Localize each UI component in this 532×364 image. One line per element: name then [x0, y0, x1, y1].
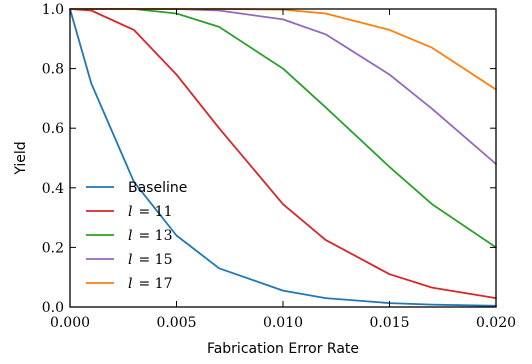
x-tick-label: 0.015: [369, 315, 409, 331]
plot-frame: [69, 8, 497, 308]
legend-variable: l: [128, 276, 132, 292]
series-line-0: [69, 8, 497, 307]
legend-label-0: Baseline: [128, 180, 187, 196]
x-tick-label: 0.000: [50, 315, 90, 331]
series-line-1: [69, 8, 497, 300]
y-axis-label: Yield: [13, 141, 29, 175]
series-line-3: [69, 8, 497, 165]
y-tick-label: 0.6: [42, 121, 64, 137]
legend-variable: l: [128, 252, 132, 268]
legend-value: = 17: [138, 276, 172, 292]
legend-value: = 15: [138, 252, 172, 268]
legend-label-2: l = 13: [128, 228, 172, 244]
y-tick-label: 1.0: [42, 2, 64, 18]
legend: Baseline l = 11 l = 13 l = 15 l = 17: [86, 180, 187, 292]
x-tick-label: 0.005: [156, 315, 196, 331]
series-line-4: [69, 8, 497, 91]
y-tick-label: 0.2: [42, 240, 64, 256]
x-tick-label: 0.020: [476, 315, 516, 331]
legend-label-1: l = 11: [128, 204, 172, 220]
legend-value: = 13: [138, 228, 172, 244]
y-tick-label: 0.4: [42, 181, 64, 197]
y-tick-label: 0.0: [42, 300, 64, 316]
x-axis-label: Fabrication Error Rate: [207, 341, 359, 357]
series-layer: [69, 8, 497, 307]
legend-variable: l: [128, 228, 132, 244]
y-tick-label: 0.8: [42, 62, 64, 78]
series-line-2: [69, 8, 497, 249]
legend-label-4: l = 17: [128, 276, 172, 292]
ticks-layer: 0.000 0.005 0.010 0.015 0.020 0.0 0.2 0.4 0.6 0.8…: [42, 2, 516, 331]
legend-variable: l: [128, 204, 132, 220]
x-tick-label: 0.010: [263, 315, 303, 331]
legend-label-3: l = 15: [128, 252, 172, 268]
legend-value: = 11: [138, 204, 172, 220]
